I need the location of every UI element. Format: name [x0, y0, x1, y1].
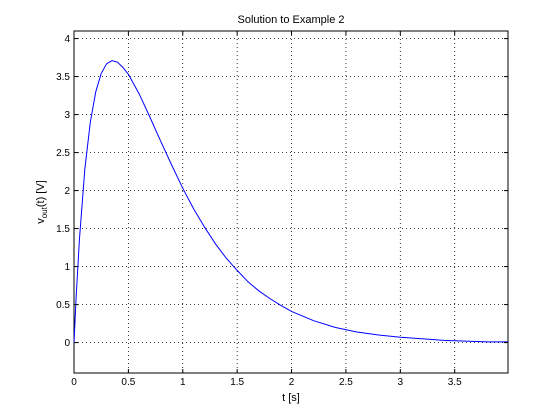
series-line-vout — [73, 60, 508, 343]
grid — [73, 31, 508, 373]
y-axis-label-suffix: (t) [V] — [35, 180, 47, 207]
y-axis-label-subscript: out — [40, 206, 49, 218]
x-tick-label: 2.5 — [339, 377, 353, 388]
plot-area-frame — [73, 30, 509, 374]
x-tick-label: 1 — [180, 377, 186, 388]
y-tick-label: 0.5 — [56, 300, 70, 311]
y-tick-label: 0 — [64, 338, 70, 349]
y-tick-label: 1.5 — [56, 224, 70, 235]
y-tick-label: 3 — [64, 110, 70, 121]
y-tick-label: 3.5 — [56, 72, 70, 83]
x-axis-label: t [s] — [282, 392, 300, 404]
x-tick-label: 3 — [398, 377, 404, 388]
y-tick-label: 4 — [64, 34, 70, 45]
axis-ticks — [73, 31, 508, 373]
chart-title: Solution to Example 2 — [237, 14, 344, 26]
x-tick-label: 0.5 — [121, 377, 135, 388]
x-tick-label: 3.5 — [448, 377, 462, 388]
y-axis-label: vout(t) [V] — [35, 180, 49, 224]
x-tick-label: 2 — [289, 377, 295, 388]
x-tick-label: 0 — [71, 377, 77, 388]
x-tick-label: 1.5 — [230, 377, 244, 388]
y-axis-label-base: v — [35, 218, 47, 224]
y-tick-label: 2.5 — [56, 148, 70, 159]
y-tick-label: 2 — [64, 186, 70, 197]
y-tick-label: 1 — [64, 262, 70, 273]
